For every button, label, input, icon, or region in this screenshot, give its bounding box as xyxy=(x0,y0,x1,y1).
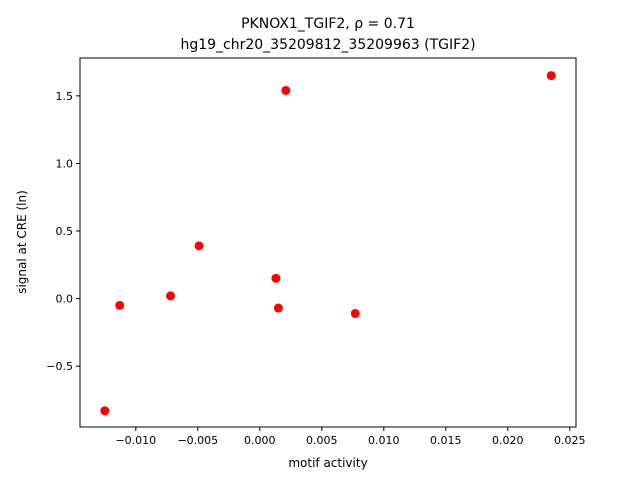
x-tick-label: −0.005 xyxy=(177,434,218,447)
plot-frame xyxy=(79,57,577,428)
y-axis-label: signal at CRE (ln) xyxy=(15,190,29,294)
data-point xyxy=(281,85,291,95)
x-tick-label: 0.000 xyxy=(244,434,276,447)
data-point xyxy=(546,71,556,81)
data-point xyxy=(100,406,110,416)
data-point xyxy=(166,291,176,301)
y-tick-label: −0.5 xyxy=(46,360,73,373)
y-tick-label: 1.5 xyxy=(56,90,74,103)
x-axis-label: motif activity xyxy=(288,456,367,470)
chart-title-line2: hg19_chr20_35209812_35209963 (TGIF2) xyxy=(180,37,475,53)
x-tick-label: 0.025 xyxy=(554,434,586,447)
axis-ticks: −0.010 −0.005 0.000 0.005 0.010 0.015 0.020 0.0… xyxy=(46,90,585,447)
y-tick-label: 1.0 xyxy=(56,157,74,170)
y-tick-label: 0.0 xyxy=(56,293,74,306)
data-point xyxy=(115,300,125,310)
chart-title-line1: PKNOX1_TGIF2, ρ = 0.71 xyxy=(241,16,415,32)
data-points xyxy=(100,71,556,416)
data-point xyxy=(271,273,281,283)
x-tick-label: 0.010 xyxy=(368,434,400,447)
x-tick-label: 0.005 xyxy=(306,434,338,447)
x-tick-label: 0.020 xyxy=(492,434,524,447)
y-tick-label: 0.5 xyxy=(56,225,74,238)
data-point xyxy=(273,303,283,313)
data-point xyxy=(350,308,360,318)
data-point xyxy=(194,241,204,251)
x-tick-label: 0.015 xyxy=(430,434,462,447)
x-tick-label: −0.010 xyxy=(115,434,156,447)
